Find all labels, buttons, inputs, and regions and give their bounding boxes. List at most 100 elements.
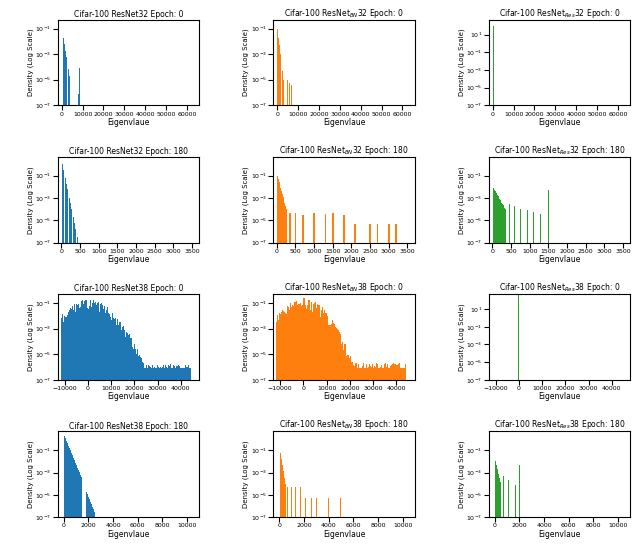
Bar xyxy=(287,487,289,559)
Bar xyxy=(495,192,497,559)
Bar xyxy=(333,323,334,559)
Bar xyxy=(82,480,83,559)
Bar xyxy=(325,314,326,559)
Bar xyxy=(82,300,83,559)
Bar xyxy=(155,368,156,559)
Bar xyxy=(381,365,382,559)
Bar xyxy=(290,302,291,559)
Bar xyxy=(384,363,385,559)
Bar xyxy=(339,332,340,559)
Bar xyxy=(332,320,333,559)
Bar xyxy=(376,363,377,559)
Bar xyxy=(394,364,395,559)
Bar xyxy=(342,342,343,559)
Bar xyxy=(390,366,391,559)
Bar xyxy=(317,304,318,559)
Title: Cifar-100 ResNet$_{Res}$38 Epoch: 180: Cifar-100 ResNet$_{Res}$38 Epoch: 180 xyxy=(493,418,625,432)
Bar xyxy=(114,319,115,559)
Bar xyxy=(300,303,301,559)
Bar xyxy=(361,367,362,559)
Bar xyxy=(323,312,324,559)
Bar xyxy=(340,334,341,559)
Bar xyxy=(127,335,129,559)
Bar xyxy=(88,306,90,559)
Bar xyxy=(336,328,337,559)
Bar xyxy=(503,205,504,559)
Y-axis label: Density (Log Scale): Density (Log Scale) xyxy=(28,440,34,508)
Bar xyxy=(349,358,350,559)
Bar xyxy=(283,311,284,559)
Bar xyxy=(157,367,159,559)
Bar xyxy=(360,368,361,559)
Title: Cifar-100 ResNet$_{Res}$32 Epoch: 180: Cifar-100 ResNet$_{Res}$32 Epoch: 180 xyxy=(493,144,625,157)
Bar xyxy=(315,302,316,559)
Bar xyxy=(187,367,188,559)
Bar xyxy=(71,453,72,559)
Bar xyxy=(324,310,325,559)
Bar xyxy=(90,502,91,559)
Title: Cifar-100 ResNet38 Epoch: 180: Cifar-100 ResNet38 Epoch: 180 xyxy=(69,421,188,430)
Bar xyxy=(366,364,367,559)
Bar xyxy=(337,329,338,559)
Bar xyxy=(100,303,102,559)
Bar xyxy=(403,368,404,559)
Bar xyxy=(93,509,94,559)
Bar xyxy=(374,366,375,559)
Bar xyxy=(164,365,166,559)
Bar xyxy=(355,363,356,559)
Bar xyxy=(159,367,161,559)
Bar xyxy=(533,212,534,559)
Bar xyxy=(340,498,341,559)
Bar xyxy=(61,314,63,559)
Bar xyxy=(291,487,292,559)
Bar xyxy=(152,368,154,559)
Bar xyxy=(72,455,73,559)
X-axis label: Eigenvlaue: Eigenvlaue xyxy=(108,392,150,401)
Bar xyxy=(324,214,326,559)
Bar xyxy=(302,305,303,559)
Bar xyxy=(373,368,374,559)
Bar xyxy=(377,364,378,559)
X-axis label: Eigenvlaue: Eigenvlaue xyxy=(323,255,365,264)
Bar xyxy=(328,498,329,559)
Bar xyxy=(383,368,384,559)
Y-axis label: Density (Log Scale): Density (Log Scale) xyxy=(28,166,34,234)
Bar xyxy=(279,312,280,559)
Bar xyxy=(400,368,401,559)
Bar xyxy=(73,458,74,559)
Bar xyxy=(354,366,355,559)
Bar xyxy=(88,497,89,559)
Bar xyxy=(292,305,293,559)
Bar xyxy=(147,368,148,559)
Bar xyxy=(86,492,87,559)
X-axis label: Eigenvlaue: Eigenvlaue xyxy=(323,118,365,127)
Bar xyxy=(76,465,77,559)
Bar xyxy=(288,307,289,559)
Bar xyxy=(303,298,304,559)
Bar xyxy=(111,313,113,559)
Bar xyxy=(320,317,321,559)
Bar xyxy=(92,304,93,559)
Bar xyxy=(353,366,354,559)
X-axis label: Eigenvlaue: Eigenvlaue xyxy=(108,118,150,127)
Bar xyxy=(527,210,528,559)
Bar xyxy=(327,316,328,559)
Bar xyxy=(309,300,310,559)
Bar xyxy=(99,312,100,559)
Bar xyxy=(388,368,389,559)
Bar xyxy=(306,309,307,559)
Bar xyxy=(300,487,301,559)
X-axis label: Eigenvlaue: Eigenvlaue xyxy=(108,255,150,264)
Bar xyxy=(65,438,66,559)
Bar xyxy=(308,300,309,559)
Bar xyxy=(76,304,77,559)
Bar xyxy=(396,365,397,559)
Bar xyxy=(295,487,296,559)
Bar xyxy=(281,191,282,559)
Bar xyxy=(298,304,299,559)
Bar xyxy=(493,26,495,559)
Bar xyxy=(344,344,345,559)
Bar xyxy=(498,196,499,559)
Bar xyxy=(93,303,95,559)
Bar xyxy=(277,315,278,559)
